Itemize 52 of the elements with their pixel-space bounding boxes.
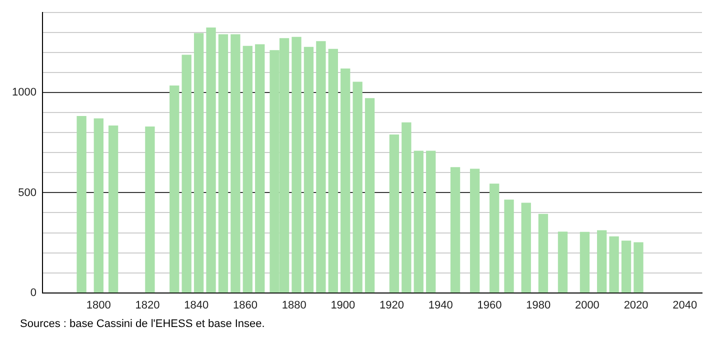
bar — [76, 116, 86, 293]
bar — [389, 134, 400, 293]
bar — [597, 230, 607, 293]
bar — [304, 46, 314, 293]
x-tick-label: 1880 — [282, 299, 306, 312]
bar — [364, 98, 375, 293]
source-note: Sources : base Cassini de l'EHESS et base Insee. — [20, 318, 266, 330]
x-tick-label: 1960 — [477, 299, 502, 312]
x-tick-label: 2040 — [672, 299, 698, 312]
bar — [402, 122, 412, 293]
bar — [580, 232, 590, 293]
x-tick-label: 1860 — [232, 299, 258, 312]
bar — [316, 41, 326, 293]
bar — [108, 126, 118, 293]
x-tick-label: 2000 — [574, 299, 600, 312]
y-tick-label: 1000 — [12, 86, 36, 99]
bar — [352, 82, 362, 293]
bar — [490, 184, 500, 293]
x-tick-label: 1840 — [184, 299, 209, 312]
bar — [94, 118, 104, 293]
bar — [170, 86, 180, 293]
x-tick-label: 2020 — [624, 299, 648, 312]
y-tick-label: 0 — [30, 286, 36, 299]
bar — [621, 240, 632, 293]
bar — [255, 44, 265, 293]
bar — [145, 126, 155, 293]
x-tick-label: 1980 — [526, 299, 551, 312]
bar — [634, 242, 644, 293]
bar — [521, 202, 531, 293]
bar — [609, 236, 619, 293]
x-tick-label: 1900 — [330, 299, 356, 312]
bar — [206, 27, 216, 293]
bar — [340, 68, 350, 293]
x-tick-label: 1920 — [380, 299, 404, 312]
x-tick-label: 1820 — [135, 299, 160, 312]
bar — [414, 150, 424, 293]
bar — [470, 168, 480, 293]
x-tick-label: 1800 — [86, 299, 111, 312]
bar — [194, 33, 204, 293]
bar — [242, 46, 252, 293]
bar — [426, 150, 436, 293]
bar — [450, 167, 460, 293]
bar — [538, 214, 548, 293]
bar — [218, 34, 228, 293]
bar — [230, 34, 240, 293]
bar — [558, 232, 568, 293]
bar — [504, 200, 514, 293]
bar — [292, 36, 302, 293]
bar — [182, 54, 192, 293]
y-tick-label: 500 — [18, 186, 36, 199]
x-tick-label: 1940 — [428, 299, 453, 312]
bar — [328, 48, 338, 293]
